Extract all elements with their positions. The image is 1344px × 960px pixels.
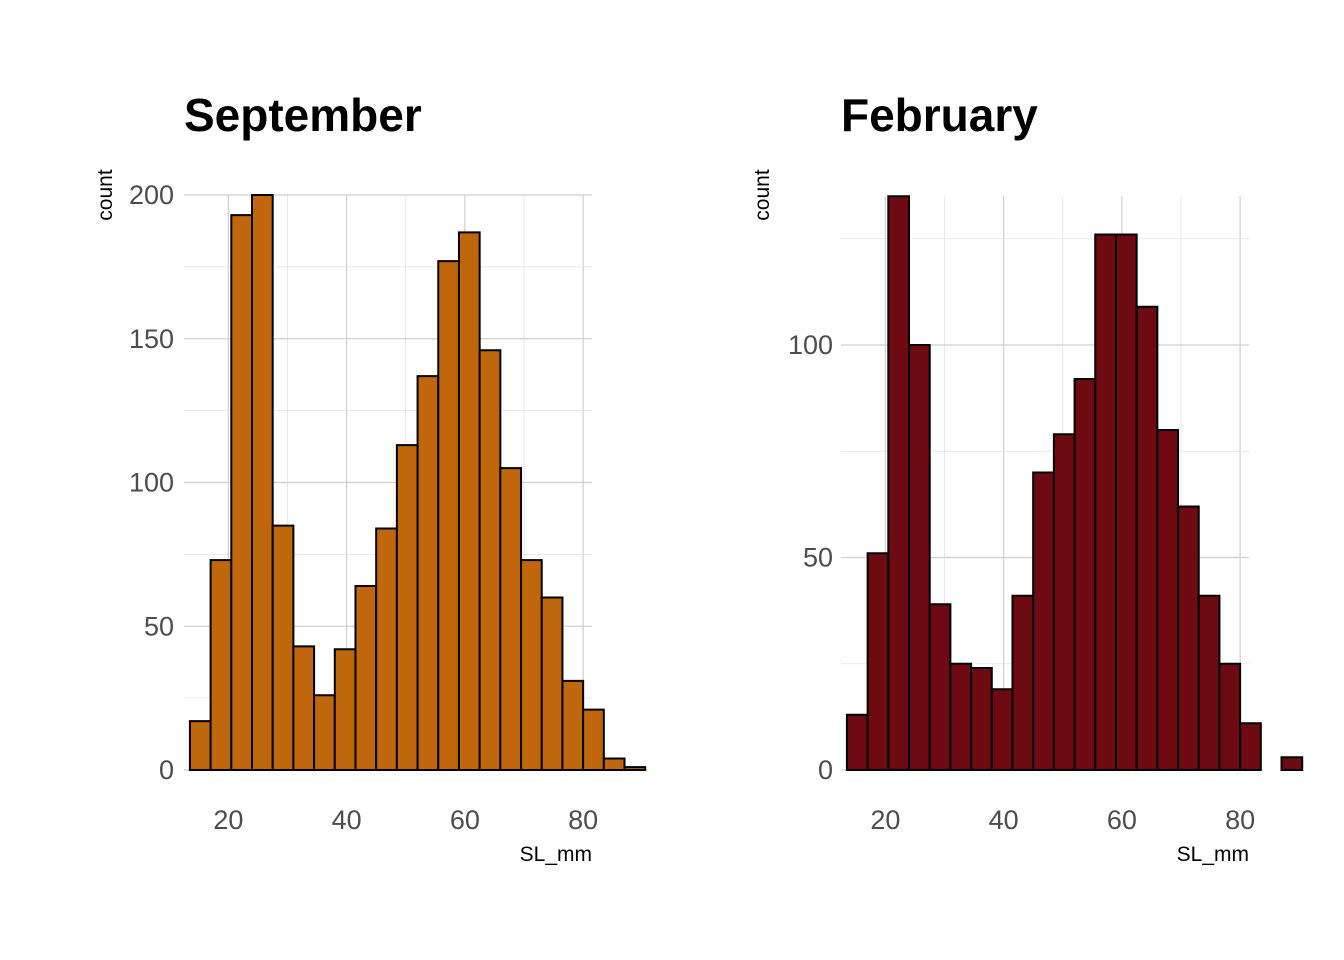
histogram-bar — [478, 349, 502, 771]
y-tick-label: 150 — [129, 324, 174, 354]
histogram-bar — [499, 467, 523, 771]
histogram-bar — [623, 766, 647, 771]
y-axis-label: count — [751, 169, 774, 221]
y-tick-label: 50 — [803, 543, 833, 573]
histogram-bar — [1073, 378, 1097, 771]
histogram-bar — [188, 720, 212, 771]
histogram-bar — [1052, 433, 1076, 771]
chart-title: September — [184, 89, 422, 141]
x-tick-label: 40 — [332, 805, 362, 835]
histogram-bar — [251, 194, 274, 771]
histogram-bar — [1011, 594, 1035, 771]
x-tick-label: 20 — [213, 805, 243, 835]
x-tick-label: 80 — [568, 805, 598, 835]
histogram-bar — [602, 757, 626, 771]
histogram-bar — [561, 679, 585, 771]
histogram-bar — [970, 667, 993, 771]
histogram-bar — [333, 648, 357, 771]
histogram-bar — [520, 559, 543, 771]
histogram-bar — [1177, 505, 1200, 771]
histogram-bar — [1135, 305, 1159, 771]
histogram-bar — [416, 375, 440, 771]
histogram-bar — [395, 444, 419, 771]
histogram-bar — [887, 195, 910, 771]
x-tick-label: 80 — [1225, 805, 1255, 835]
histogram-bar — [271, 524, 295, 771]
y-axis-label: count — [94, 169, 117, 221]
histogram-bar — [1114, 233, 1138, 771]
histogram-bar — [1197, 594, 1221, 771]
x-tick-label: 60 — [450, 805, 480, 835]
histogram-bar — [292, 645, 316, 771]
histogram-bar — [230, 214, 254, 771]
y-tick-label: 200 — [129, 180, 174, 210]
histogram-bar — [1280, 756, 1304, 771]
histogram-bar — [1239, 722, 1262, 771]
histogram-bar — [908, 344, 931, 771]
histogram-bar — [582, 708, 605, 771]
x-tick-label: 40 — [989, 805, 1019, 835]
y-tick-label: 0 — [159, 755, 174, 785]
histogram-bar — [437, 260, 460, 771]
histogram-bar — [540, 596, 564, 771]
x-axis-label: SL_mm — [1177, 843, 1249, 866]
y-tick-label: 0 — [818, 755, 833, 785]
histogram-bar — [375, 527, 398, 771]
x-axis-label: SL_mm — [520, 843, 592, 866]
y-tick-label: 50 — [144, 611, 174, 641]
x-tick-label: 20 — [870, 805, 900, 835]
histogram-bar — [1032, 471, 1055, 771]
y-tick-label: 100 — [129, 468, 174, 498]
histogram-bar — [354, 585, 378, 771]
histogram-bar — [845, 713, 869, 771]
histogram-bar — [457, 231, 481, 771]
histogram-bar — [928, 603, 952, 771]
histogram-bar — [313, 694, 336, 771]
histogram-bar — [1218, 662, 1242, 771]
histogram-bar — [209, 559, 233, 771]
february-panel: 0 50 100 20 40 60 80 February SL_mm count — [751, 89, 1304, 866]
histogram-bar — [1094, 233, 1117, 771]
histogram-bar — [990, 688, 1014, 771]
histogram-bar — [1156, 429, 1180, 771]
histogram-bar — [949, 662, 973, 771]
histogram-bar — [866, 552, 890, 771]
chart-title: February — [841, 89, 1038, 141]
y-tick-label: 100 — [788, 330, 833, 360]
september-panel: 0 50 100 150 200 20 40 60 80 September SL_mm count — [94, 89, 647, 866]
x-tick-label: 60 — [1107, 805, 1137, 835]
